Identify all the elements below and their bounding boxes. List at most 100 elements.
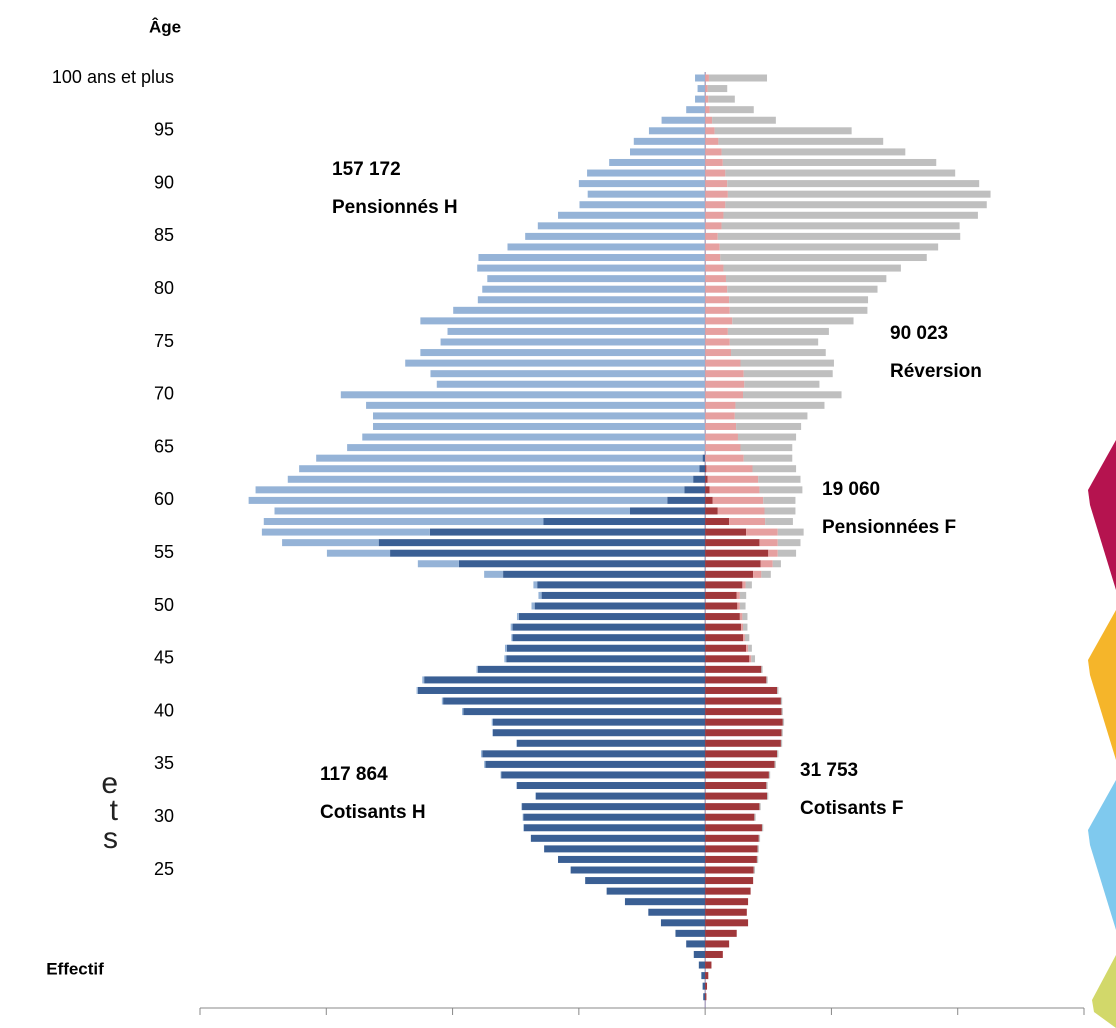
bar [504,655,507,663]
bar [705,560,761,568]
bar [705,106,710,114]
bar [705,644,747,652]
bar [516,782,517,790]
bar [534,602,706,610]
annotation-name: Réversion [890,361,982,382]
bar [774,760,776,768]
bar [274,507,631,515]
bar [443,697,706,705]
bar [417,560,459,568]
bar [453,306,706,314]
bar [661,116,706,124]
bar [705,85,708,93]
bar [705,317,733,325]
decor-shape [1088,440,1116,590]
bar [721,222,960,230]
bar [492,729,706,737]
bar [742,581,746,589]
bar [424,676,706,684]
bar [705,613,740,621]
y-axis-label: Âge [149,17,181,36]
bar [707,475,759,483]
bar [753,570,762,578]
bar [705,824,762,832]
bar [705,306,730,314]
bar [544,845,706,853]
bar [522,803,706,811]
bar [705,518,730,526]
bar [705,148,722,156]
bar [705,898,749,906]
annotation-name: Pensionnées F [822,517,956,538]
bar [761,665,763,673]
bar [522,813,524,821]
bar [366,401,706,409]
bar [705,243,720,251]
bar [723,211,978,219]
bar [705,433,738,441]
y-tick-label: 45 [154,648,174,668]
bar [727,190,991,198]
bar [739,602,746,610]
bar [530,834,706,842]
bar [684,486,706,494]
bar [705,275,726,283]
annotation-total: 157 172 [332,159,401,180]
bar [705,528,747,536]
bar [705,919,749,927]
bar [667,496,706,504]
bar [705,496,713,504]
bar [708,95,735,103]
bar [487,275,706,283]
bar [705,201,726,209]
bar [416,686,418,694]
bar [752,465,797,473]
bar [720,254,927,262]
bar [248,496,668,504]
bar [501,771,706,779]
bar [506,644,706,652]
bar [390,549,706,557]
bar [484,570,504,578]
bar [706,465,753,473]
bar [705,349,732,357]
bar [282,539,379,547]
y-tick-label: 70 [154,384,174,404]
bar [732,317,854,325]
bar [768,549,778,557]
bar [698,961,706,969]
y-tick-label: 50 [154,595,174,615]
bar [746,644,749,652]
bar [705,813,755,821]
bar [705,116,713,124]
bar [705,750,778,758]
bar [757,845,759,853]
bar [739,591,747,599]
bar [255,486,685,494]
bar [705,158,723,166]
bar [531,602,535,610]
bar [695,74,706,82]
bar [705,993,707,1001]
y-tick-label: 60 [154,489,174,509]
bar [705,908,747,916]
bar [705,391,744,399]
bar [705,380,745,388]
bar [430,370,706,378]
bar [705,422,737,430]
bar [748,644,752,652]
bar [705,190,728,198]
bar [709,106,754,114]
bar [722,158,937,166]
bar [537,581,706,589]
bar [753,866,756,874]
bar [727,327,829,335]
bar [263,518,544,526]
bar [744,634,750,642]
bar [729,338,819,346]
bar [727,285,878,293]
y-tick-label: 95 [154,120,174,140]
bar [485,760,706,768]
bar [503,570,706,578]
annotation-name: Pensionnés H [332,197,458,218]
